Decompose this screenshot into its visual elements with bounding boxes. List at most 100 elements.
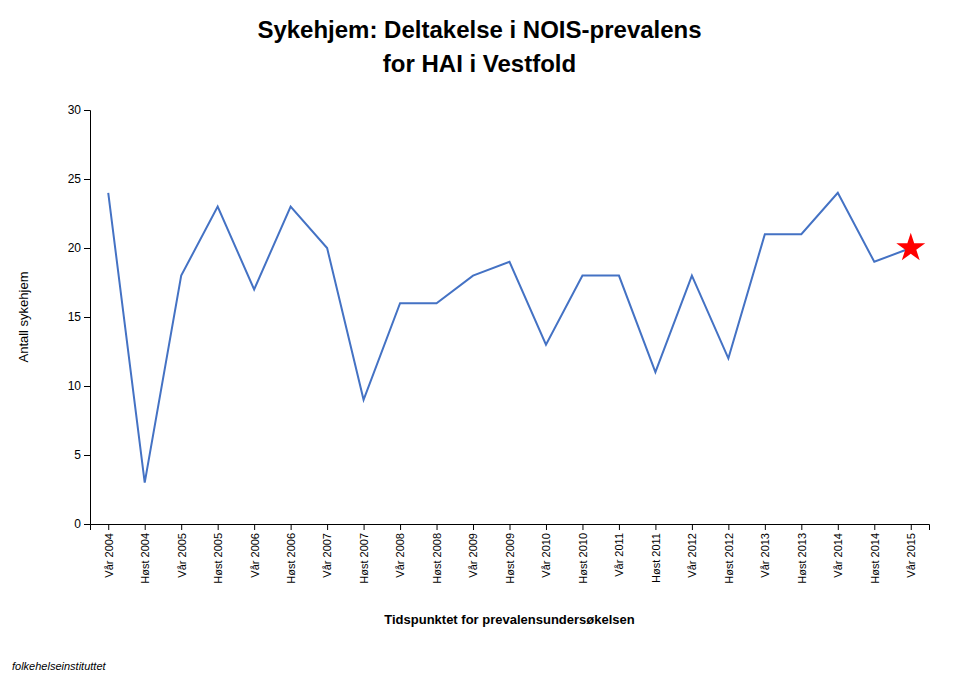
- x-axis-line: [91, 525, 930, 531]
- x-tick-label: Vår 2005: [176, 533, 188, 578]
- x-tick-mark: [692, 524, 693, 530]
- x-tick-label: Høst 2013: [796, 533, 808, 584]
- y-axis-title: Antall sykehjem: [16, 271, 31, 362]
- x-axis-title: Tidspunktet for prevalensundersøkelsen: [384, 612, 634, 627]
- x-tick-mark: [145, 524, 146, 530]
- x-tick-mark: [874, 524, 875, 530]
- x-tick-label: Høst 2008: [431, 533, 443, 584]
- x-tick-mark: [108, 524, 109, 530]
- chart: Sykehjem: Deltakelse i NOIS-prevalensfor…: [0, 0, 959, 684]
- y-tick: 20: [68, 241, 90, 255]
- line: [108, 193, 911, 483]
- x-tick: Høst 2006: [285, 524, 297, 584]
- x-tick: Vår 2014: [832, 524, 844, 578]
- y-tick-mark: [84, 110, 90, 111]
- x-tick-mark: [582, 524, 583, 530]
- y-tick-label: 0: [74, 517, 81, 531]
- x-tick-mark: [728, 524, 729, 530]
- x-tick-mark: [619, 524, 620, 530]
- y-tick-label: 10: [68, 379, 82, 393]
- y-tick-mark: [84, 386, 90, 387]
- y-tick: 25: [68, 172, 90, 186]
- x-tick: Høst 2013: [796, 524, 808, 584]
- x-tick: Høst 2011: [650, 524, 662, 583]
- y-tick: 10: [68, 379, 90, 393]
- x-tick-label: Høst 2011: [650, 533, 662, 583]
- x-tick-label: Vår 2007: [321, 533, 333, 578]
- x-tick: Vår 2013: [759, 524, 771, 578]
- x-tick-mark: [254, 524, 255, 530]
- y-tick-mark: [84, 179, 90, 180]
- x-tick-mark: [473, 524, 474, 530]
- marks: [108, 193, 925, 483]
- x-tick-mark: [364, 524, 365, 530]
- y-tick: 30: [68, 103, 90, 117]
- y-tick-mark: [84, 248, 90, 249]
- x-tick-label: Vår 2014: [832, 533, 844, 578]
- x-tick-label: Vår 2015: [905, 533, 917, 578]
- x-tick: Høst 2010: [577, 524, 589, 584]
- y-tick-label: 20: [68, 241, 82, 255]
- x-tick: Høst 2009: [504, 524, 516, 584]
- x-tick-label: Vår 2004: [103, 533, 115, 578]
- y-axis-line: [84, 111, 91, 525]
- x-tick: Høst 2004: [139, 524, 151, 584]
- y-tick-label: 25: [68, 172, 82, 186]
- x-tick: Vår 2015: [905, 524, 917, 578]
- x-tick-mark: [181, 524, 182, 530]
- x-tick: Vår 2008: [394, 524, 406, 578]
- y-tick: 15: [68, 310, 90, 324]
- x-tick-label: Høst 2010: [577, 533, 589, 584]
- x-tick: Vår 2005: [176, 524, 188, 578]
- x-tick: Vår 2010: [540, 524, 552, 578]
- x-tick-mark: [838, 524, 839, 530]
- y-tick-mark: [84, 317, 90, 318]
- y-tick-mark: [84, 524, 90, 525]
- x-tick-mark: [327, 524, 328, 530]
- y-tick-label: 5: [74, 448, 81, 462]
- x-tick: Høst 2005: [212, 524, 224, 584]
- x-tick-label: Vår 2006: [249, 533, 261, 578]
- x-tick-label: Høst 2007: [358, 533, 370, 584]
- star-marker: [896, 233, 925, 261]
- y-tick-label: 30: [68, 103, 82, 117]
- x-tick-mark: [911, 524, 912, 530]
- subtitle: for HAI i Vestfold: [383, 50, 576, 77]
- x-tick-mark: [437, 524, 438, 530]
- x-tick-mark: [765, 524, 766, 530]
- x-tick: Vår 2006: [249, 524, 261, 578]
- x-tick-mark: [400, 524, 401, 530]
- x-tick-label: Vår 2011: [613, 533, 625, 577]
- x-tick-label: Vår 2012: [686, 533, 698, 578]
- x-tick: Høst 2014: [869, 524, 881, 584]
- annotation: folkehelseinstituttet: [12, 660, 106, 672]
- x-tick-label: Høst 2014: [869, 533, 881, 584]
- x-tick-mark: [655, 524, 656, 530]
- x-tick: Vår 2011: [613, 524, 625, 577]
- x-tick-mark: [801, 524, 802, 530]
- x-tick-label: Høst 2009: [504, 533, 516, 584]
- plot: 0 5 10 15 20 25 30 Vår 2004 Høst 2004 Vår 2005 Høs…: [68, 103, 930, 583]
- x-axis: Vår 2004 Høst 2004 Vår 2005 Høst 2005 Vår 20…: [91, 524, 930, 584]
- x-tick-label: Høst 2004: [139, 533, 151, 584]
- x-tick: Vår 2004: [103, 524, 115, 578]
- x-tick-label: Høst 2006: [285, 533, 297, 584]
- x-tick-label: Vår 2009: [467, 533, 479, 578]
- y-tick-label: 15: [68, 310, 82, 324]
- x-tick-label: Vår 2013: [759, 533, 771, 578]
- x-tick: Høst 2007: [358, 524, 370, 584]
- x-tick: Høst 2012: [723, 524, 735, 584]
- x-tick-label: Vår 2008: [394, 533, 406, 578]
- x-tick: Vår 2007: [321, 524, 333, 578]
- y-tick-mark: [84, 455, 90, 456]
- y-axis: 0 5 10 15 20 25 30: [68, 103, 91, 531]
- x-tick: Vår 2009: [467, 524, 479, 578]
- x-tick-mark: [546, 524, 547, 530]
- x-tick-mark: [510, 524, 511, 530]
- x-tick-label: Høst 2012: [723, 533, 735, 584]
- x-tick-mark: [218, 524, 219, 530]
- x-tick-label: Høst 2005: [212, 533, 224, 584]
- y-tick: 0: [74, 517, 90, 531]
- x-tick: Høst 2008: [431, 524, 443, 584]
- x-tick-mark: [291, 524, 292, 530]
